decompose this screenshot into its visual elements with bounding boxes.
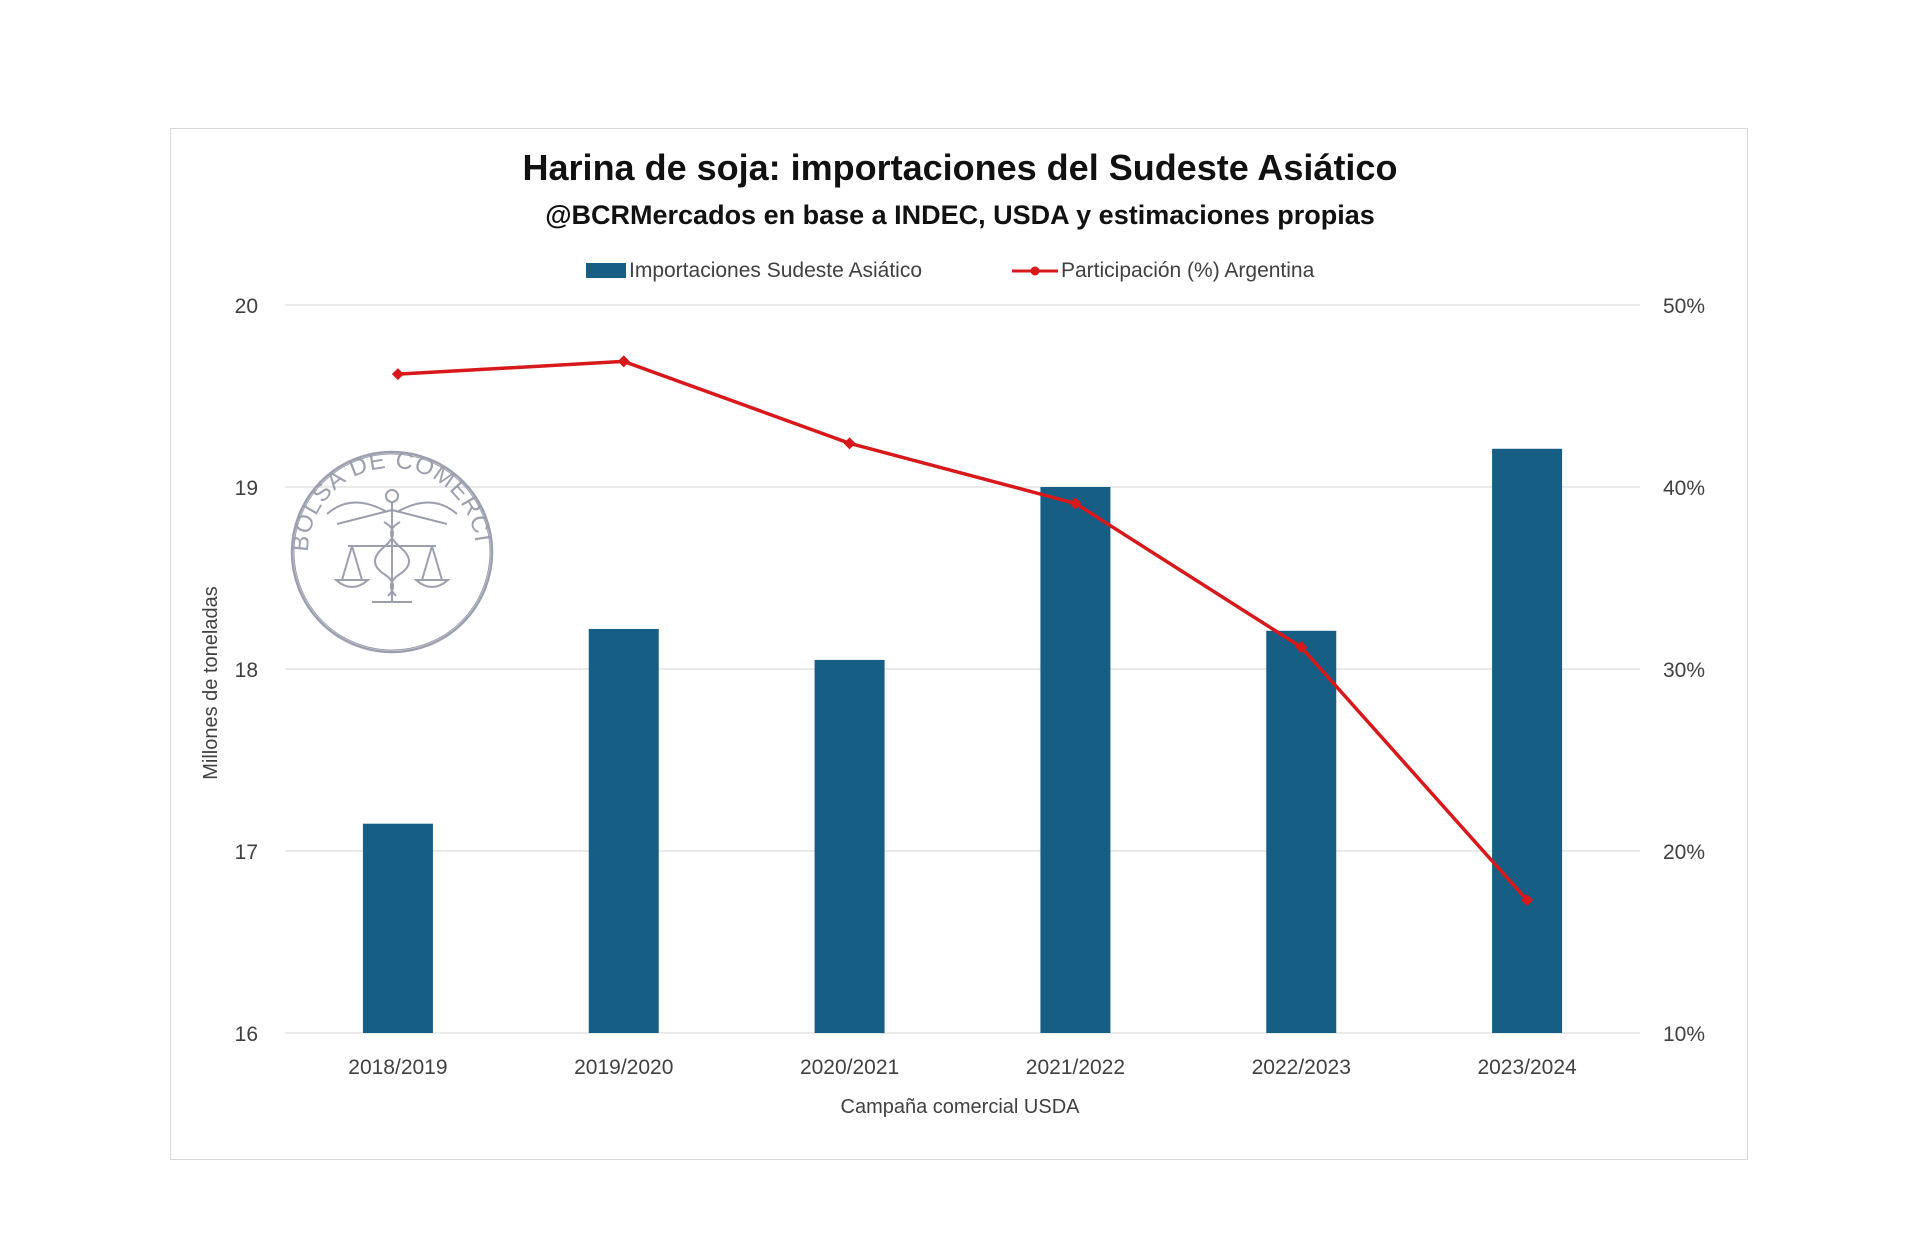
bar-series bbox=[362, 448, 1563, 1033]
y2-tick-label: 20% bbox=[1663, 841, 1705, 864]
bar-2023-2024 bbox=[1492, 448, 1563, 1033]
legend-bar-swatch bbox=[586, 263, 626, 278]
bar-2018-2019 bbox=[362, 823, 433, 1033]
chart-subtitle: @BCRMercados en base a INDEC, USDA y est… bbox=[545, 200, 1375, 230]
legend-bar-label: Importaciones Sudeste Asiático bbox=[629, 259, 922, 282]
y2-tick-label: 10% bbox=[1663, 1023, 1705, 1046]
y-tick-label: 20 bbox=[235, 295, 258, 318]
chart-title: Harina de soja: importaciones del Sudest… bbox=[523, 147, 1398, 188]
y2-tick-label: 30% bbox=[1663, 659, 1705, 682]
y-tick-label: 19 bbox=[235, 477, 258, 500]
y-axis-title: Millones de toneladas bbox=[200, 586, 222, 779]
y2-tick-label: 40% bbox=[1663, 477, 1705, 500]
bar-2020-2021 bbox=[814, 659, 885, 1033]
y2-tick-label: 50% bbox=[1663, 295, 1705, 318]
x-tick-label: 2021/2022 bbox=[1026, 1056, 1125, 1079]
y-axis-right: 50% 40% 30% 20% 10% bbox=[1663, 295, 1705, 1046]
line-point-2021-2022 bbox=[1069, 497, 1082, 510]
y-tick-label: 16 bbox=[235, 1023, 258, 1046]
line-point-2022-2023 bbox=[1295, 641, 1308, 654]
x-tick-label: 2023/2024 bbox=[1477, 1056, 1577, 1079]
bar-2019-2020 bbox=[588, 628, 659, 1033]
x-axis-title: Campaña comercial USDA bbox=[841, 1096, 1081, 1118]
line-point-2023-2024 bbox=[1521, 894, 1534, 907]
line-point-2019-2020 bbox=[617, 355, 630, 368]
line-point-2020-2021 bbox=[843, 437, 856, 450]
bar-2022-2023 bbox=[1266, 630, 1337, 1033]
y-tick-label: 18 bbox=[235, 659, 258, 682]
participation-line bbox=[397, 359, 1529, 902]
legend-line-label: Participación (%) Argentina bbox=[1061, 259, 1315, 282]
x-tick-label: 2019/2020 bbox=[574, 1056, 673, 1079]
x-tick-label: 2018/2019 bbox=[348, 1056, 447, 1079]
legend: Importaciones Sudeste Asiático Participa… bbox=[586, 259, 1315, 282]
gridlines bbox=[285, 304, 1640, 1034]
bar-2021-2022 bbox=[1040, 487, 1111, 1033]
bcr-seal-watermark: BOLSA DE COMERCIO DE ROSARIO bbox=[287, 447, 495, 654]
y-axis-left: 20 19 18 17 16 bbox=[235, 295, 258, 1046]
y-tick-label: 17 bbox=[235, 841, 258, 864]
line-point-2018-2019 bbox=[391, 368, 404, 381]
legend-line-marker bbox=[1030, 266, 1040, 276]
line-series bbox=[391, 355, 1534, 907]
x-axis: 2018/2019 2019/2020 2020/2021 2021/2022 2022… bbox=[348, 1056, 1577, 1079]
x-tick-label: 2020/2021 bbox=[800, 1056, 899, 1079]
x-tick-label: 2022/2023 bbox=[1252, 1056, 1351, 1079]
